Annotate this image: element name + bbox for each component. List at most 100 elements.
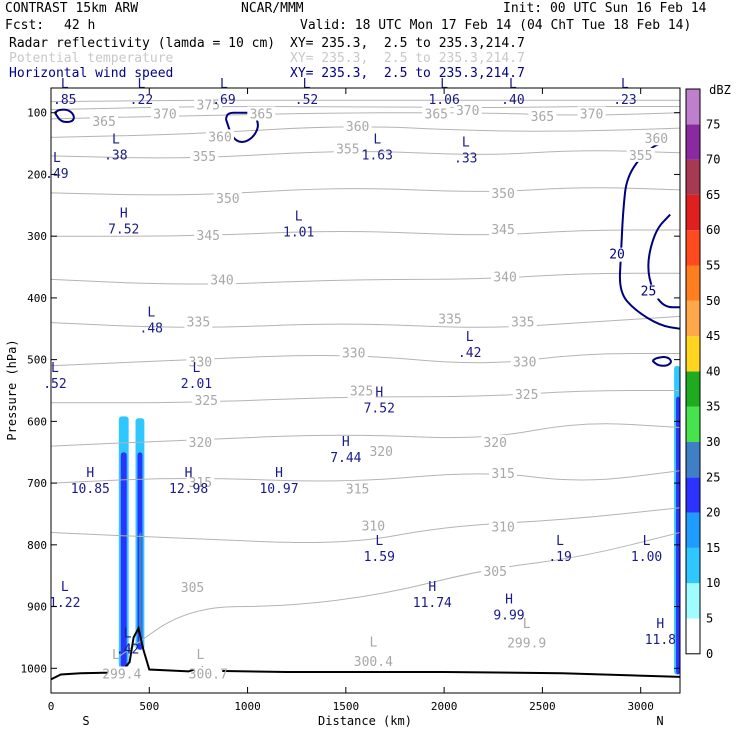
colorbar-tick-label: 5 — [706, 612, 713, 626]
theta-label-bg — [184, 314, 213, 329]
wind-extremum-value: .52 — [295, 93, 318, 108]
wind-extremum-type: L — [556, 534, 564, 549]
theta-label-bg — [343, 118, 372, 133]
x-end-label-south: S — [82, 714, 89, 728]
colorbar-swatch — [686, 230, 700, 266]
theta-contour-label: 299.9 — [507, 637, 546, 652]
theta-label-bg — [512, 386, 541, 401]
theta-label-bg — [642, 131, 671, 146]
field-wind-xy: XY= 235.3, 2.5 to 235.3,214.7 — [290, 66, 525, 81]
wind-label-bg — [607, 247, 628, 262]
colorbar-swatch — [686, 477, 700, 513]
x-tick-label: 1500 — [333, 700, 360, 713]
wind-extremum-type: L — [124, 626, 132, 641]
theta-label-bg — [359, 654, 388, 669]
wind-contour-label: 25 — [641, 285, 657, 300]
x-tick-label: 3000 — [627, 700, 654, 713]
wind-extremum-type: L — [462, 136, 470, 151]
wind-extremum-value: 7.52 — [364, 402, 395, 417]
y-tick-label: 600 — [27, 415, 47, 428]
x-tick-label: 2000 — [431, 700, 458, 713]
colorbar-tick-label: 30 — [706, 435, 720, 449]
theta-label-bg — [186, 354, 215, 369]
theta-extremum-mark: L — [196, 648, 204, 663]
wind-extremum-type: L — [643, 534, 651, 549]
theta-contour-label: 300.7 — [189, 667, 228, 682]
wind-extremum-value: 1.06 — [428, 93, 459, 108]
forecast-label: Fcst: — [5, 18, 45, 33]
theta-contour-label: 320 — [189, 436, 212, 451]
theta-label-bg — [247, 106, 276, 121]
theta-extremum-mark: L — [369, 636, 377, 651]
x-end-label-north: N — [656, 714, 663, 728]
theta-label-bg — [190, 149, 219, 164]
wind-extremum-value: .38 — [104, 149, 127, 164]
theta-contour-label: 335 — [511, 316, 534, 331]
theta-contour-370 — [51, 105, 680, 111]
wind-extremum-type: L — [509, 77, 517, 92]
wind-extremum-value: 1.00 — [631, 550, 662, 565]
theta-label-bg — [489, 519, 518, 534]
colorbar-swatch — [686, 300, 700, 337]
theta-contour-label: 315 — [189, 476, 212, 491]
wind-extremum-value: 1.59 — [364, 550, 395, 565]
x-tick-label: 500 — [139, 700, 159, 713]
theta-contour-345 — [51, 229, 680, 237]
forecast-hours: 42 h — [64, 18, 96, 33]
theta-contour-label: 305 — [483, 565, 506, 580]
theta-contour-310 — [51, 507, 680, 544]
wind-extremum-type: L — [193, 361, 201, 376]
wind-extremum-type: L — [621, 77, 629, 92]
wind-extremum-type: L — [51, 361, 59, 376]
colorbar-tick-label: 0 — [706, 647, 713, 661]
wind-extremum-value: .85 — [53, 93, 76, 108]
y-tick-label: 100 — [27, 107, 47, 120]
theta-contour-label: 325 — [515, 388, 538, 403]
init-time: Init: 00 UTC Sun 16 Feb 14 — [503, 1, 707, 16]
colorbar-swatch — [686, 547, 700, 584]
y-tick-label: 1000 — [21, 662, 48, 675]
theta-contour-label: 340 — [493, 271, 516, 286]
wind-contour-closed — [54, 108, 75, 124]
wind-extremum-type: H — [656, 617, 664, 632]
theta-label-bg — [194, 228, 223, 243]
colorbar-tick-label: 65 — [706, 188, 720, 202]
theta-contour-label: 315 — [346, 482, 369, 497]
theta-label-bg — [359, 518, 388, 533]
wind-extremum-type: H — [120, 207, 128, 222]
wind-extremum-type: L — [466, 330, 474, 345]
colorbar-swatch — [686, 406, 700, 442]
theta-contour-label: 330 — [189, 356, 212, 371]
y-axis-label: Pressure (hPa) — [5, 339, 19, 440]
theta-contour-label: 355 — [629, 149, 652, 164]
theta-label-bg — [339, 345, 368, 360]
x-axis-label: Distance (km) — [318, 714, 412, 728]
wind-extremum-value: 7.44 — [330, 451, 361, 466]
theta-contour-305 — [119, 532, 680, 657]
reflectivity-column — [120, 452, 127, 669]
wind-extremum-value: .40 — [501, 93, 524, 108]
theta-contour-label: 360 — [208, 130, 231, 145]
theta-label-bg — [453, 102, 482, 117]
colorbar-tick-label: 20 — [706, 506, 720, 520]
colorbar-swatch — [686, 265, 700, 301]
theta-label-bg — [510, 354, 539, 369]
theta-extremum-mark: L — [112, 648, 120, 663]
theta-label-bg — [186, 434, 215, 449]
colorbar-tick-label: 25 — [706, 470, 720, 484]
theta-label-bg — [206, 129, 235, 144]
theta-contour-label: 330 — [513, 356, 536, 371]
theta-label-bg — [208, 272, 237, 287]
theta-contour-label: 305 — [181, 581, 204, 596]
theta-contour-label: 370 — [153, 108, 176, 123]
wind-extremum-type: L — [295, 210, 303, 225]
theta-contour-label: 310 — [362, 519, 385, 534]
theta-contour-label: 345 — [491, 223, 514, 238]
colorbar-swatch — [686, 371, 700, 407]
theta-contour-label: 350 — [216, 192, 239, 207]
wind-extremum-value: .19 — [548, 550, 571, 565]
theta-contour-label: 375 — [197, 98, 220, 113]
wind-contour-20 — [618, 139, 680, 330]
theta-label-bg — [194, 666, 223, 681]
colorbar-swatch — [686, 512, 700, 548]
